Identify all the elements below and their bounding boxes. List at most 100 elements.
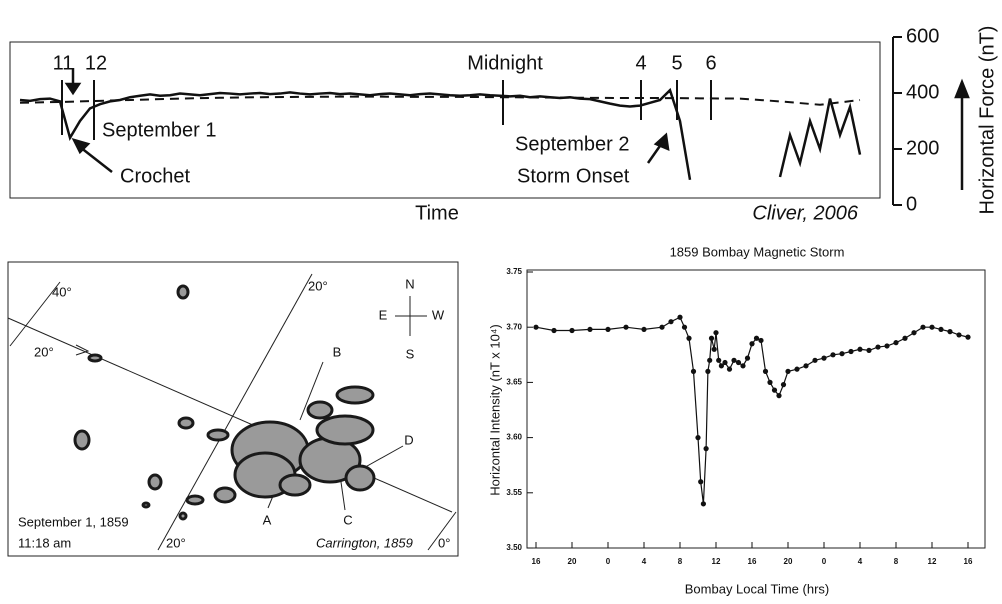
point — [875, 344, 881, 350]
annotation: September 1 — [102, 119, 217, 141]
point — [821, 355, 827, 361]
point — [718, 363, 725, 369]
x-tick-label: 12 — [712, 557, 721, 566]
point — [929, 324, 935, 330]
x-tick-label: 4 — [858, 557, 863, 566]
x-tick-label: 8 — [678, 557, 683, 566]
drawing-frame — [7, 261, 459, 557]
y-tick-label: 3.70 — [506, 322, 522, 331]
drawing-caption: 11:18 am — [18, 535, 71, 550]
point — [569, 327, 575, 334]
point — [911, 330, 917, 336]
point — [623, 324, 629, 330]
point — [812, 357, 818, 363]
chart-title: 1859 Bombay Magnetic Storm — [670, 244, 845, 259]
point — [551, 327, 557, 334]
point — [605, 326, 611, 333]
point — [866, 347, 872, 353]
point — [711, 346, 717, 352]
plot-frame — [526, 269, 986, 549]
point — [780, 382, 787, 388]
point — [722, 359, 728, 366]
drawing-label: E — [379, 307, 388, 322]
point — [641, 326, 647, 333]
drawing-label: 20° — [166, 535, 186, 550]
point — [947, 329, 953, 335]
point — [681, 324, 688, 330]
point — [776, 393, 782, 399]
arrows — [64, 68, 970, 190]
y-tick-label: 3.75 — [506, 267, 522, 276]
x-tick-label: 16 — [532, 557, 541, 566]
point — [758, 337, 764, 344]
point — [707, 357, 713, 363]
point — [965, 334, 971, 340]
y-tick-label: 3.65 — [506, 378, 522, 387]
drawing-label: C — [343, 512, 352, 527]
event-label: 12 — [85, 52, 107, 74]
point — [708, 335, 715, 341]
point — [533, 324, 539, 330]
point — [700, 501, 707, 507]
point — [731, 357, 737, 363]
drawing-label: W — [432, 307, 445, 322]
x-tick-label: 12 — [928, 557, 937, 566]
y-axis-title: Horizontal Intensity (nT x 10⁴) — [487, 324, 502, 496]
x-tick-label: 0 — [606, 557, 611, 566]
event-label: 11 — [53, 52, 74, 74]
drawing-label: D — [404, 432, 413, 447]
drawing-label: S — [406, 346, 415, 361]
x-tick-label: 8 — [894, 557, 899, 566]
point — [705, 368, 711, 374]
point — [735, 359, 742, 366]
drawing-lines — [7, 273, 457, 551]
drawing-label: B — [333, 344, 342, 359]
point — [839, 351, 845, 357]
x-tick-label: 4 — [642, 557, 647, 566]
annotation: Storm Onset — [517, 165, 630, 187]
event-label: 6 — [705, 52, 716, 74]
x-tick-label: 16 — [748, 557, 757, 566]
point — [938, 326, 944, 333]
point — [767, 379, 773, 385]
drawing-label: 0° — [438, 535, 450, 550]
drawing-label: 40° — [52, 284, 72, 299]
point — [848, 348, 854, 355]
point — [749, 341, 755, 347]
credit: Cliver, 2006 — [752, 202, 858, 224]
y-tick-label: 3.60 — [506, 433, 522, 442]
trace — [19, 95, 861, 106]
y-tick-label: 0 — [906, 193, 917, 215]
point — [677, 314, 683, 320]
x-tick-label: 20 — [568, 557, 577, 566]
point — [686, 335, 692, 341]
annotation: September 2 — [515, 133, 630, 155]
point — [857, 346, 863, 352]
drawing-label: N — [405, 276, 414, 291]
y-tick-label: 600 — [906, 25, 939, 47]
point — [698, 479, 704, 485]
point — [668, 319, 674, 325]
drawing-caption: September 1, 1859 — [18, 514, 129, 529]
point — [830, 352, 836, 358]
y-tick-label: 200 — [906, 137, 939, 159]
point — [920, 324, 926, 330]
x-tick-label: 16 — [964, 557, 973, 566]
event-label: 4 — [635, 52, 646, 74]
drawing-label: A — [263, 512, 272, 527]
point — [690, 368, 697, 374]
point — [902, 335, 908, 341]
drawing-label: 20° — [308, 278, 328, 293]
point — [740, 363, 746, 369]
point — [803, 363, 809, 369]
point — [713, 330, 719, 336]
point — [659, 324, 665, 330]
point — [716, 357, 722, 363]
drawing-credit: Carrington, 1859 — [316, 535, 413, 550]
y-tick-label: 3.55 — [506, 488, 522, 497]
point — [956, 332, 962, 338]
point — [695, 435, 701, 441]
point — [726, 366, 733, 372]
point — [587, 326, 593, 333]
